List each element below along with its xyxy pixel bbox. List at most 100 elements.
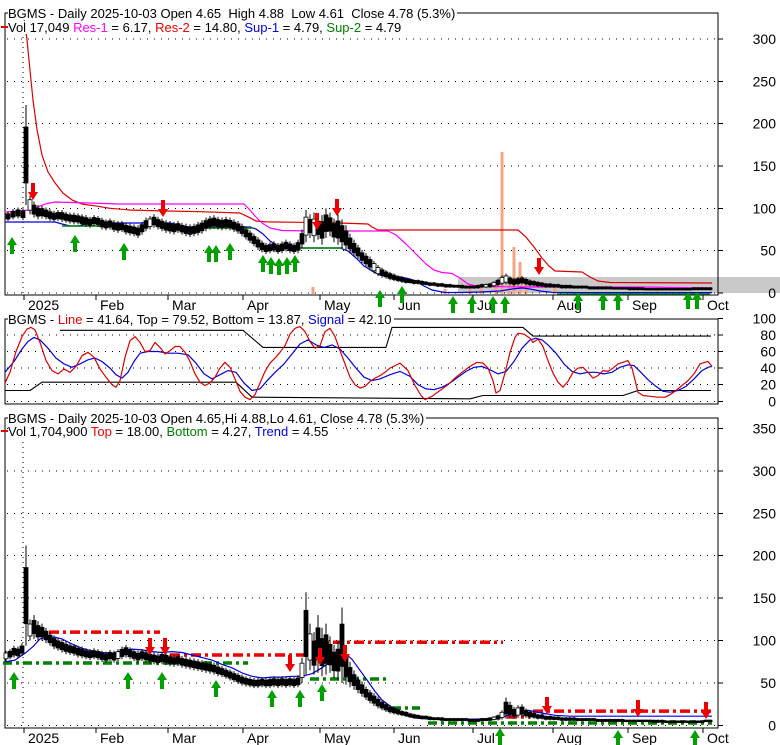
panel3-header-line1: BGMS - Daily 2025-10-03 Open 4.65,Hi 4.8… <box>8 412 427 425</box>
candle-body <box>83 217 89 225</box>
candle-body <box>535 714 541 719</box>
candle-body <box>427 282 433 286</box>
candle-body <box>287 243 293 251</box>
buy-signal-arrow-icon <box>467 296 477 313</box>
candle-body <box>243 678 249 685</box>
candle-body <box>523 710 529 717</box>
candle-body <box>167 656 173 664</box>
candle-body <box>379 701 385 709</box>
candle-body <box>663 720 669 723</box>
candle-body <box>195 224 201 233</box>
candle-body <box>191 660 197 669</box>
candle-body <box>267 679 273 687</box>
candle-body <box>20 210 26 218</box>
y-axis-label: 50 <box>760 243 776 259</box>
month-label: May <box>324 297 350 313</box>
y-axis-label: 0 <box>768 718 776 734</box>
buy-signal-arrow-icon <box>204 245 214 262</box>
candle-body <box>307 219 313 234</box>
buy-signal-arrow-icon <box>598 293 608 310</box>
candle-body <box>631 719 637 723</box>
candle-body <box>659 288 665 291</box>
candle-body <box>323 634 329 664</box>
header-token: Res-1 <box>73 20 108 35</box>
y-axis-label: 350 <box>753 420 777 436</box>
candle-body <box>623 287 629 290</box>
candle-body <box>223 219 229 228</box>
candle-body <box>559 717 565 721</box>
candle-body <box>159 654 165 662</box>
candle-body <box>531 713 537 718</box>
candle-body <box>547 283 553 288</box>
candle-body <box>43 630 49 641</box>
candle-body <box>435 717 441 721</box>
candle-body <box>51 638 57 647</box>
candle-body <box>147 218 153 227</box>
candle-body <box>99 652 105 660</box>
candle-body <box>647 719 653 723</box>
candle-body <box>79 216 85 224</box>
y-axis-label: 250 <box>753 505 777 521</box>
candle-body <box>503 701 509 715</box>
candle-body <box>531 281 537 286</box>
sell-signal-arrow-icon <box>332 199 342 216</box>
candle-body <box>607 286 613 290</box>
candle-body <box>87 651 93 659</box>
header-token: Sup-1 <box>244 20 280 35</box>
candle-body <box>395 276 401 281</box>
candle-body <box>691 287 697 291</box>
candle-body <box>651 288 657 291</box>
candle-body <box>703 287 709 291</box>
candle-body <box>431 717 437 721</box>
candle-body <box>471 719 477 722</box>
header-token: Trend <box>254 424 289 439</box>
y-axis-label: 80 <box>760 327 776 343</box>
candle-body <box>107 220 113 228</box>
line-indicator <box>4 326 713 401</box>
header-token: BGMS - <box>8 312 58 327</box>
candle-body <box>347 237 353 250</box>
candle-body <box>95 651 101 659</box>
candle-body <box>91 650 97 658</box>
candle-body <box>399 711 405 716</box>
candle-body <box>551 284 557 288</box>
candle-body <box>567 717 573 721</box>
candle-body <box>455 284 461 288</box>
candle-body <box>71 646 77 654</box>
y-axis-label: 40 <box>760 360 776 376</box>
candle-body <box>183 658 189 667</box>
candle-body <box>699 287 705 291</box>
candle-body <box>211 217 217 227</box>
candle-body <box>639 719 645 723</box>
candle-body <box>215 219 221 228</box>
candle-body <box>647 288 653 291</box>
candle-body <box>131 226 137 235</box>
month-label: Mar <box>172 297 196 313</box>
candle-body <box>295 677 301 686</box>
candle-body <box>479 718 485 721</box>
candle-body <box>291 245 297 253</box>
sell-signal-arrow-icon <box>312 213 322 230</box>
candle-body <box>191 225 197 234</box>
y-axis-label: 200 <box>753 548 777 564</box>
month-label: Apr <box>247 730 269 745</box>
candle-body <box>39 626 45 638</box>
candle-body <box>387 273 393 279</box>
candle-body <box>187 659 193 668</box>
candle-body <box>127 649 133 658</box>
candle-body <box>587 718 593 721</box>
header-token: = 14.80, <box>189 20 245 35</box>
candle-body <box>683 720 689 723</box>
candle-body <box>123 647 129 656</box>
header-token: Vol 1,704,900 <box>8 424 91 439</box>
candle-body <box>435 283 441 287</box>
candle-body <box>11 647 17 656</box>
candle-body <box>427 716 433 720</box>
candle-body <box>471 285 477 289</box>
candle-body <box>179 224 185 233</box>
candle-body <box>431 282 437 286</box>
panel3-header-line2: Vol 1,704,900 Top = 18.00, Bottom = 4.27… <box>8 424 331 439</box>
candle-body <box>667 720 673 723</box>
candle-body <box>635 719 641 723</box>
candle-body <box>459 285 465 289</box>
